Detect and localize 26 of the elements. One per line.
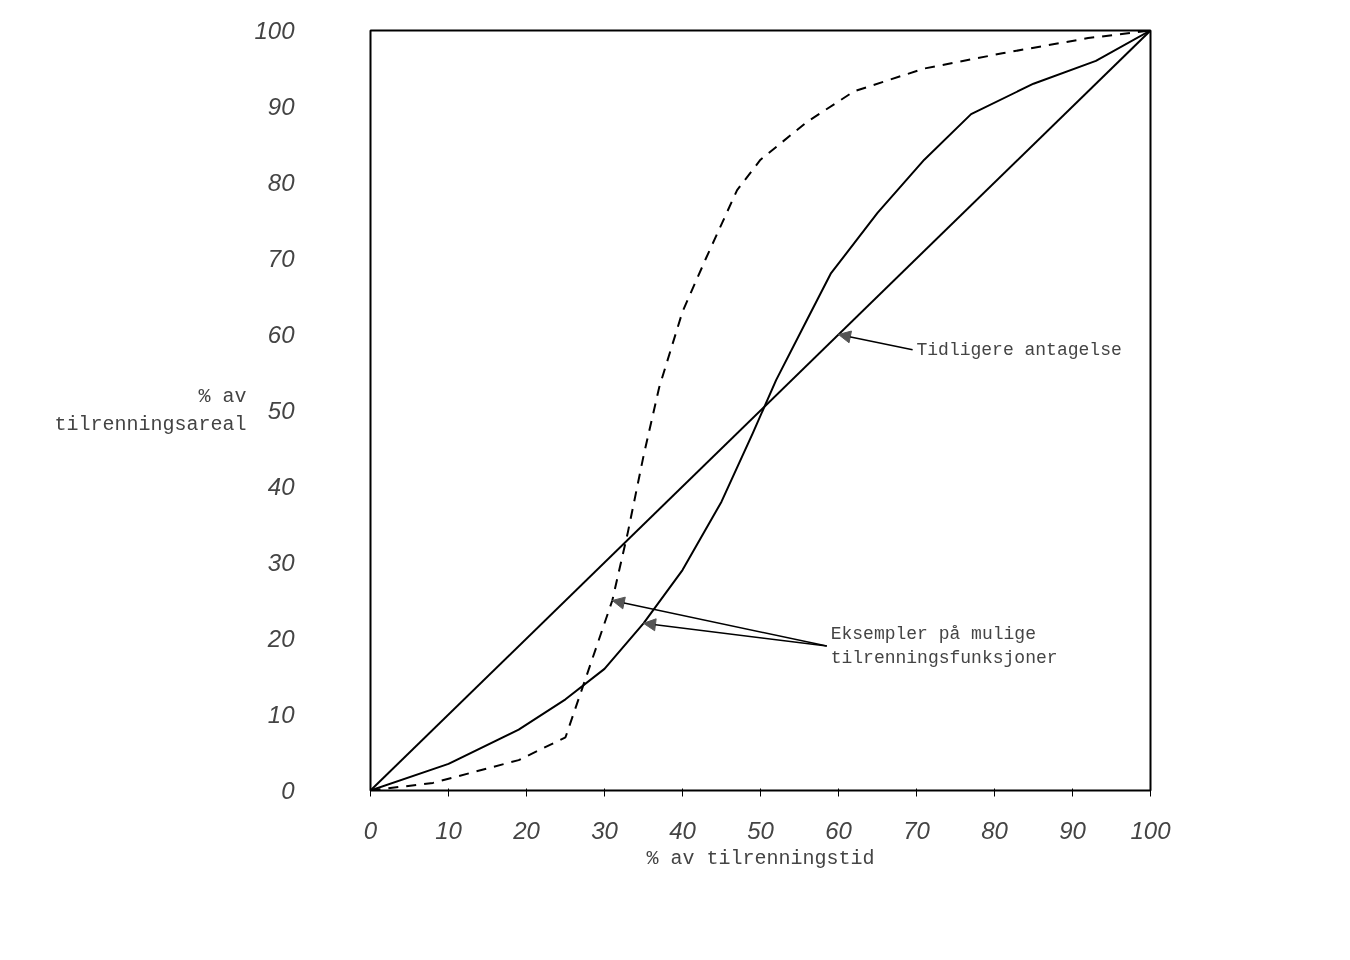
y-tick-label: 50 [267,397,296,424]
x-tick-label: 40 [669,816,697,844]
x-tick-label: 30 [591,816,619,844]
y-tick-label: 20 [266,625,296,652]
y-tick-label: 80 [267,169,296,196]
y-tick-label: 60 [267,321,296,348]
annotation: Eksempler på mulige tilrenningsfunksjoner [830,624,1058,669]
x-tick-label: 60 [825,816,853,844]
y-tick-label: 40 [267,473,296,500]
x-tick-label: 70 [903,816,931,844]
x-tick-label: 100 [1130,816,1172,844]
y-tick-label: 90 [267,93,296,120]
y-tick-label: 70 [267,245,296,272]
annotation: Tidligere antagelse [916,339,1122,360]
x-tick-label: 0 [363,816,378,844]
y-tick-label: 100 [254,17,296,44]
y-axis-title: % av tilrenningsareal [54,385,247,436]
y-tick-label: 30 [267,549,296,576]
y-tick-label: 0 [281,777,296,804]
x-tick-label: 50 [747,816,775,844]
x-axis-title: % av tilrenningstid [646,846,875,870]
y-tick-label: 10 [267,701,296,728]
x-tick-label: 80 [981,816,1009,844]
x-tick-label: 10 [435,816,463,844]
x-tick-label: 20 [512,816,541,844]
x-tick-label: 90 [1059,816,1087,844]
